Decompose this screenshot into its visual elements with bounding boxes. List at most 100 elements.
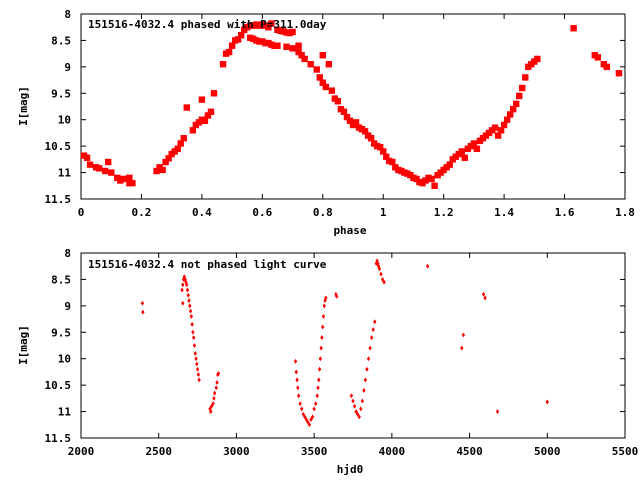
unphased-data-point	[461, 332, 466, 338]
unphased-data-point	[359, 406, 363, 412]
unphased-data-point	[298, 401, 302, 407]
unphased-data-point	[355, 411, 360, 417]
unphased-data-point	[317, 366, 322, 372]
phased-axes: 0 0.2 0.4 0.6 0.8 1 1.2 1.4 1.6 1.8 8 8.5 9 9.5 10 10.5…	[45, 8, 635, 219]
unphased-data-point	[545, 399, 549, 405]
phased-data-point	[289, 45, 296, 52]
unphased-data-point	[197, 377, 201, 383]
unphased-chart: 2000 2500 3000 3500 4000 4500 5000 5500 8 8.5 9 9.5…	[17, 247, 638, 476]
unphased-data-point	[357, 414, 361, 420]
unphased-data-point	[366, 356, 371, 362]
phased-data-point	[225, 48, 233, 56]
phased-data-point	[95, 165, 103, 172]
unphased-data-point	[376, 263, 381, 269]
unphased-data-point	[495, 409, 500, 414]
phased-data-point	[129, 179, 136, 187]
phased-data-point	[101, 167, 109, 175]
phased-x-tick-label: 0.6	[252, 206, 272, 219]
unphased-data-point	[212, 390, 217, 396]
unphased-x-axis-label: hjd0	[337, 463, 364, 476]
phased-data-point	[470, 140, 478, 147]
unphased-data-point	[307, 422, 312, 428]
unphased-data-point	[301, 411, 305, 417]
unphased-data-point	[481, 291, 486, 297]
unphased-plot-frame	[80, 252, 626, 439]
phased-data-point	[497, 127, 505, 134]
phased-y-tick-label: 11	[58, 167, 72, 180]
phased-x-tick-label: 0.4	[192, 206, 212, 219]
unphased-data-point	[310, 414, 315, 420]
phased-data-point	[346, 117, 354, 124]
unphased-data-point	[180, 287, 184, 293]
phased-data-point	[603, 63, 611, 71]
unphased-x-tick-label: 2500	[145, 445, 172, 458]
phased-data-point	[165, 155, 172, 162]
unphased-data-point	[216, 371, 221, 376]
unphased-data-point	[306, 419, 310, 425]
unphased-data-point	[317, 377, 321, 383]
unphased-data-point	[209, 403, 214, 409]
phased-data-point	[234, 36, 242, 43]
phased-data-point	[198, 96, 206, 103]
phased-y-tick-label: 10.5	[45, 140, 72, 153]
phased-data-point	[458, 148, 465, 155]
phased-x-tick-label: 1.6	[555, 206, 575, 219]
phased-chart-title: 151516-4032.4 phased with P=311.0day	[88, 18, 327, 31]
unphased-axes: 2000 2500 3000 3500 4000 4500 5000 5500 8 8.5 9 9.5…	[45, 247, 639, 458]
unphased-data-point	[379, 271, 383, 277]
phased-data-point	[322, 83, 329, 91]
phased-x-tick-label: 1.2	[434, 206, 454, 219]
phased-data-point	[237, 31, 245, 39]
unphased-x-tick-label: 2000	[68, 445, 95, 458]
unphased-data-point	[380, 277, 385, 282]
phased-y-tick-label: 8.5	[51, 34, 71, 47]
phased-data-point	[428, 175, 435, 183]
unphased-data-point	[209, 409, 213, 414]
phased-data-point	[509, 105, 517, 113]
unphased-data-point	[349, 393, 354, 399]
phased-data-point	[108, 169, 115, 176]
phased-data-point	[352, 119, 360, 126]
phased-data-point	[201, 117, 209, 124]
unphased-data-point	[304, 417, 309, 422]
unphased-data-point	[211, 401, 215, 407]
unphased-data-point	[460, 345, 464, 351]
phased-data-point	[522, 74, 529, 81]
phased-data-point	[180, 135, 187, 142]
unphased-data-point	[351, 398, 355, 404]
unphased-data-point	[293, 358, 298, 364]
unphased-data-point	[182, 274, 187, 280]
unphased-data-point	[181, 282, 185, 288]
unphased-data-point	[314, 401, 318, 407]
unphased-data-point	[376, 261, 380, 266]
unphased-data-point	[425, 263, 430, 269]
phased-y-tick-label: 9	[64, 61, 71, 74]
unphased-data-point	[194, 356, 198, 362]
phased-data-point	[594, 54, 601, 61]
unphased-data-point	[365, 366, 369, 372]
phased-data-point	[513, 100, 520, 108]
phased-data-point	[377, 144, 384, 151]
unphased-y-axis-label: I[mag]	[17, 325, 30, 365]
unphased-data-point	[192, 343, 197, 348]
phased-data-point	[316, 74, 323, 81]
unphased-y-tick-label: 8	[64, 247, 71, 260]
unphased-data-point	[354, 409, 358, 414]
unphased-y-tick-label: 9.5	[51, 326, 71, 339]
unphased-data-point	[373, 319, 377, 325]
unphased-x-tick-label: 4000	[379, 445, 406, 458]
unphased-data-point	[195, 366, 200, 372]
phased-data-point	[519, 84, 526, 92]
phased-x-tick-label: 0.2	[132, 206, 152, 219]
phased-x-tick-label: 0	[78, 206, 85, 219]
phased-data-point	[570, 25, 577, 32]
phased-data-point	[183, 104, 190, 111]
phased-data-point	[159, 166, 166, 174]
unphased-data-point	[188, 308, 193, 314]
phased-x-tick-label: 1	[380, 206, 387, 219]
phased-y-tick-label: 10	[58, 114, 71, 127]
phased-data-point	[177, 140, 184, 147]
phased-data-point	[319, 52, 326, 59]
unphased-data-point	[320, 335, 324, 340]
